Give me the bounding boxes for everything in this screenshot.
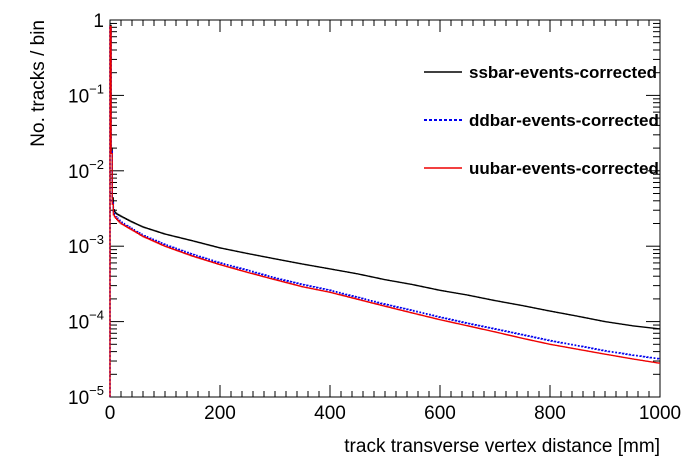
- x-tick-label: 400: [314, 403, 346, 424]
- y-tick-label: 10−1: [68, 81, 104, 107]
- series-layer: [109, 24, 660, 397]
- x-tick-labels: 0 200 400 600 800 1000: [105, 403, 681, 424]
- series-line: [109, 24, 660, 397]
- x-tick-label: 600: [424, 403, 456, 424]
- legend-label: uubar-events-corrected: [469, 159, 659, 178]
- y-tick-labels: 1 10−1 10−2 10−3 10−4 10−5: [68, 11, 104, 409]
- legend: ssbar-events-corrected ddbar-events-corre…: [424, 63, 659, 178]
- x-tick-label: 200: [204, 403, 236, 424]
- y-axis-title: No. tracks / bin: [28, 20, 49, 147]
- y-tick-label: 10−2: [68, 157, 104, 183]
- y-tick-label: 10−4: [68, 308, 104, 334]
- y-tick-label: 1: [93, 11, 104, 32]
- axis-ticks: [109, 20, 661, 398]
- series-line: [109, 25, 660, 397]
- x-tick-label: 0: [105, 403, 116, 424]
- legend-label: ddbar-events-corrected: [469, 111, 659, 130]
- legend-label: ssbar-events-corrected: [469, 63, 657, 82]
- x-tick-label: 1000: [639, 403, 681, 424]
- y-tick-label: 10−3: [68, 232, 104, 258]
- series-line: [109, 26, 660, 397]
- x-axis-title: track transverse vertex distance [mm]: [344, 436, 660, 457]
- x-tick-label: 800: [534, 403, 566, 424]
- y-tick-label: 10−5: [68, 383, 104, 409]
